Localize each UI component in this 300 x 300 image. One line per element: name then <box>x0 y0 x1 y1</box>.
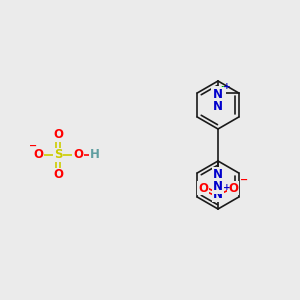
Text: O: O <box>33 148 43 161</box>
Text: −: − <box>240 175 248 185</box>
Text: O: O <box>198 182 208 194</box>
Text: +: + <box>223 82 231 91</box>
Text: Cl: Cl <box>212 86 225 100</box>
Text: O: O <box>53 128 63 142</box>
Text: +: + <box>223 183 231 192</box>
Text: O: O <box>228 182 238 194</box>
Text: O: O <box>53 169 63 182</box>
Text: N: N <box>213 181 223 194</box>
Text: −: − <box>29 141 37 151</box>
Text: N: N <box>213 188 223 202</box>
Text: N: N <box>213 167 223 181</box>
Text: H: H <box>90 148 100 161</box>
Text: O: O <box>73 148 83 161</box>
Text: S: S <box>54 148 62 161</box>
Text: N: N <box>213 100 223 113</box>
Text: N: N <box>213 88 223 100</box>
